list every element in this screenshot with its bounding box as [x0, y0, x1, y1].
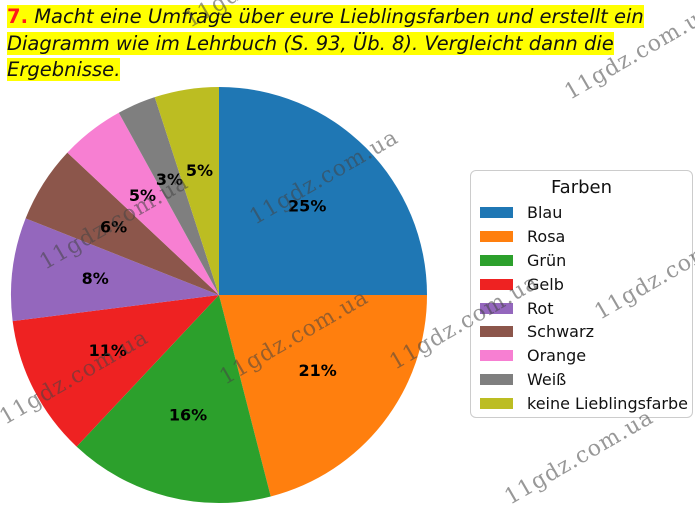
pie-slice-keine-lieblingsfarbe [154, 87, 219, 295]
legend-item: Rot [471, 296, 692, 320]
slice-label: 6% [100, 218, 127, 237]
legend-item: Grün [471, 249, 692, 273]
legend-swatch [480, 373, 513, 385]
legend-label: Grün [527, 250, 567, 270]
slice-label: 5% [129, 186, 156, 205]
slice-label: 8% [82, 269, 109, 288]
chart-legend: Farben Blau Rosa Grün Gelb Rot Schwarz Orange W… [470, 170, 693, 418]
legend-item: keine Lieblingsfarbe [471, 391, 692, 415]
pie-slice-schwarz [25, 152, 219, 295]
legend-swatch [480, 326, 513, 338]
pie-slice-gelb [12, 295, 220, 447]
legend-item: Schwarz [471, 320, 692, 344]
slice-label: 25% [288, 196, 326, 215]
legend-label: Rot [527, 298, 554, 318]
legend-swatch [480, 231, 513, 243]
legend-swatch [480, 350, 513, 362]
legend-item: Blau [471, 201, 692, 225]
slice-label: 11% [89, 341, 127, 360]
slice-label: 5% [186, 161, 213, 180]
pie-slice-rot [11, 218, 220, 322]
task-instruction: Macht eine Umfrage über eure Lieblingsfa… [7, 5, 644, 81]
legend-item: Orange [471, 344, 692, 368]
legend-label: Schwarz [527, 322, 594, 342]
pie-slice-grün [76, 295, 271, 504]
legend-item: Gelb [471, 272, 692, 296]
legend-label: keine Lieblingsfarbe [527, 393, 688, 413]
slice-label: 21% [298, 361, 336, 380]
legend-item: Rosa [471, 225, 692, 249]
legend-label: Orange [527, 346, 587, 366]
legend-swatch [480, 254, 513, 266]
legend-swatch [480, 278, 513, 290]
legend-label: Rosa [527, 227, 566, 247]
pie-slice-orange [67, 112, 220, 295]
task-number: 7. [7, 5, 28, 28]
legend-label: Weiß [527, 369, 567, 389]
pie-slice-weiß [118, 97, 219, 296]
legend-item: Weiß [471, 368, 692, 392]
pie-slice-blau [219, 87, 427, 295]
slice-label: 16% [169, 405, 207, 424]
legend-label: Gelb [527, 274, 564, 294]
legend-title: Farben [550, 177, 613, 198]
legend-swatch [480, 397, 513, 409]
legend-swatch [480, 207, 513, 219]
pie-slice-rosa [219, 295, 427, 497]
task-text: 7. Macht eine Umfrage über eure Liebling… [7, 5, 644, 81]
legend-label: Blau [527, 203, 563, 223]
slice-label: 3% [156, 170, 183, 189]
legend-swatch [480, 302, 513, 314]
